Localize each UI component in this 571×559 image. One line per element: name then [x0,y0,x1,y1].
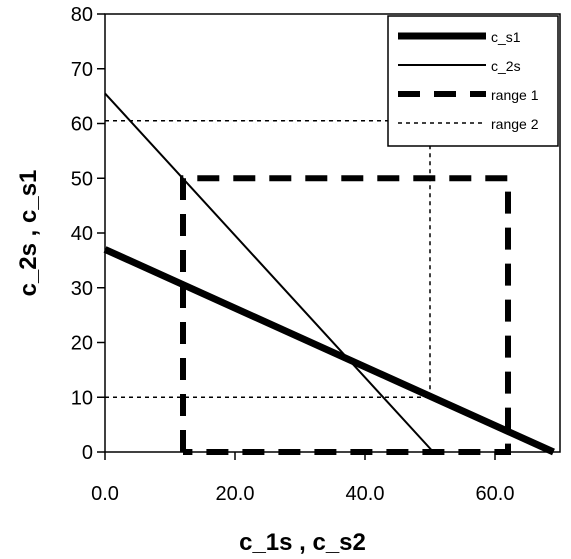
plot-area-frame [104,13,561,453]
x-tick-label: 40.0 [346,483,385,505]
series-line-c-2s [104,92,435,453]
ticks-layer: 0 10 20 30 40 50 60 70 80 0.0 20.0 40.0 60.0 [71,4,515,505]
x-tick-label: 0.0 [91,483,119,505]
legend-label: range 2 [491,116,539,132]
legend-label: c_s1 [491,29,521,45]
y-tick-label: 50 [71,168,93,190]
legend-label: range 1 [491,87,539,103]
x-tick-label: 60.0 [476,483,515,505]
series-layer [103,92,555,456]
y-tick-label: 10 [71,387,93,409]
y-tick-label: 0 [82,442,93,464]
x-tick-label: 20.0 [216,483,255,505]
y-tick-label: 60 [71,114,93,136]
series-line-c-s1 [103,246,555,456]
legend-label: c_2s [491,58,521,74]
y-tick-label: 80 [71,4,93,26]
y-axis-title: c_2s , c_s1 [15,170,42,297]
y-tick-label: 40 [71,223,93,245]
y-tick-label: 70 [71,59,93,81]
y-tick-label: 20 [71,333,93,355]
y-tick-label: 30 [71,278,93,300]
x-axis-title: c_1s , c_s2 [239,529,366,556]
